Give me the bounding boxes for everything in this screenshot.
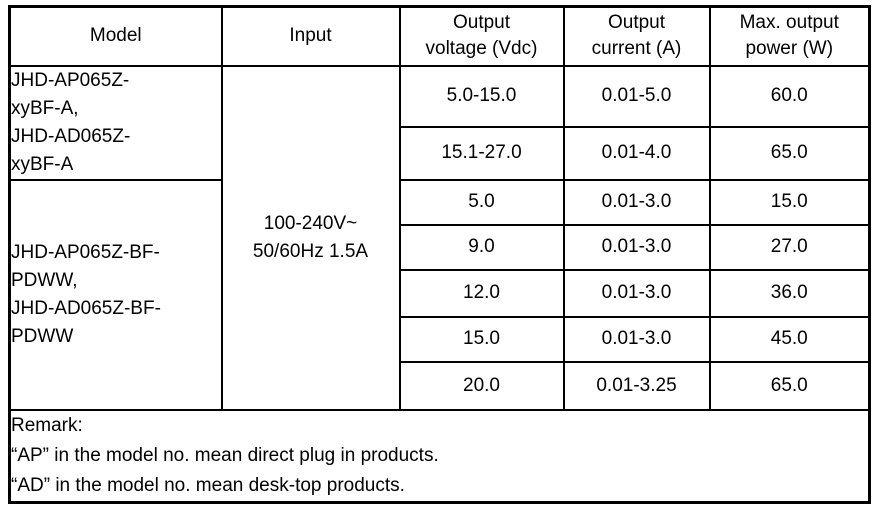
table-row: JHD-AP065Z-BF- PDWW, JHD-AD065Z-BF- PDWW…: [8, 178, 871, 411]
current-cell: 0.01-3.0: [562, 223, 711, 271]
header-max-output-power: Max. output power (W): [708, 5, 871, 67]
header-row: Model Input Output voltage (Vdc) Output …: [8, 5, 871, 67]
remark-cell: Remark: “AP” in the model no. mean direc…: [8, 408, 871, 503]
header-output-voltage: Output voltage (Vdc): [398, 5, 565, 67]
remark-title: Remark:: [11, 414, 83, 436]
table-row: 12.0 0.01-3.0 36.0: [10, 268, 871, 318]
current-cell: 0.01-5.0: [562, 64, 711, 129]
remark-row: Remark: “AP” in the model no. mean direc…: [8, 408, 871, 503]
table-row: JHD-AP065Z- xyBF-A, JHD-AD065Z- xyBF-A 1…: [8, 64, 871, 411]
power-cell: 36.0: [708, 268, 871, 318]
voltage-cell: 20.0: [398, 360, 565, 411]
table-row: 20.0 0.01-3.25 65.0: [10, 360, 871, 411]
voltage-cell: 5.0-15.0: [398, 64, 565, 129]
power-cell: 65.0: [708, 360, 871, 411]
header-model: Model: [8, 5, 223, 67]
voltage-cell: 15.1-27.0: [398, 126, 565, 181]
model-group-2-cell: JHD-AP065Z-BF- PDWW, JHD-AD065Z-BF- PDWW: [8, 178, 223, 411]
current-cell: 0.01-3.0: [562, 268, 711, 318]
table-row: 15.1-27.0 0.01-4.0 65.0: [10, 126, 871, 181]
header-output-current: Output current (A): [562, 5, 711, 67]
header-input: Input: [220, 5, 401, 67]
current-cell: 0.01-3.25: [562, 360, 711, 411]
remark-line-ap: “AP” in the model no. mean direct plug i…: [11, 444, 439, 466]
current-cell: 0.01-3.0: [562, 178, 711, 226]
power-cell: 15.0: [708, 178, 871, 226]
input-cell: 100-240V~ 50/60Hz 1.5A: [220, 64, 401, 411]
remark-line-ad: “AD” in the model no. mean desk-top prod…: [11, 474, 405, 496]
current-cell: 0.01-4.0: [562, 126, 711, 181]
voltage-cell: 12.0: [398, 268, 565, 318]
spec-table: Model Input Output voltage (Vdc) Output …: [8, 5, 871, 504]
model-group-1-cell: JHD-AP065Z- xyBF-A, JHD-AD065Z- xyBF-A: [8, 64, 223, 181]
table-row: 9.0 0.01-3.0 27.0: [10, 223, 871, 271]
current-cell: 0.01-3.0: [562, 315, 711, 363]
table-row: 15.0 0.01-3.0 45.0: [10, 315, 871, 363]
voltage-cell: 9.0: [398, 223, 565, 271]
power-cell: 27.0: [708, 223, 871, 271]
voltage-cell: 15.0: [398, 315, 565, 363]
power-cell: 65.0: [708, 126, 871, 181]
power-cell: 60.0: [708, 64, 871, 129]
voltage-cell: 5.0: [398, 178, 565, 226]
power-cell: 45.0: [708, 315, 871, 363]
